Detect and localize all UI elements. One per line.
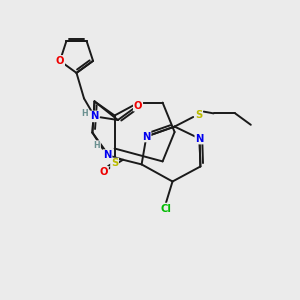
Text: H: H [82, 110, 88, 118]
Text: O: O [56, 56, 64, 66]
Text: O: O [134, 100, 142, 111]
Text: N: N [142, 131, 151, 142]
Text: Cl: Cl [160, 203, 171, 214]
Text: S: S [195, 110, 202, 120]
Text: N: N [90, 111, 99, 122]
Text: O: O [100, 167, 108, 177]
Text: S: S [111, 158, 118, 169]
Text: N: N [195, 134, 204, 144]
Text: N: N [103, 150, 112, 160]
Text: H: H [94, 141, 100, 150]
